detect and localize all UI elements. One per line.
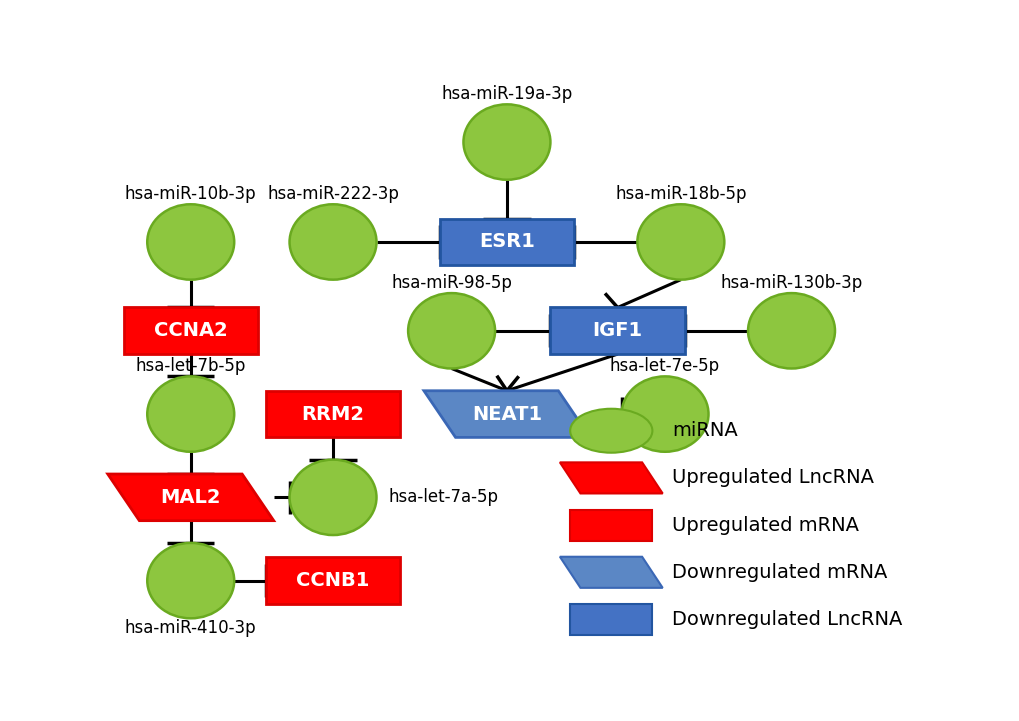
Text: Upregulated LncRNA: Upregulated LncRNA	[672, 469, 873, 487]
Text: hsa-miR-410-3p: hsa-miR-410-3p	[124, 619, 257, 637]
Text: CCNA2: CCNA2	[154, 322, 227, 340]
Polygon shape	[108, 474, 273, 521]
Polygon shape	[559, 462, 662, 493]
Text: hsa-miR-18b-5p: hsa-miR-18b-5p	[614, 185, 746, 203]
FancyBboxPatch shape	[439, 218, 574, 265]
Text: hsa-miR-19a-3p: hsa-miR-19a-3p	[441, 85, 572, 103]
Ellipse shape	[463, 105, 550, 180]
Text: NEAT1: NEAT1	[472, 404, 541, 423]
Text: hsa-let-7e-5p: hsa-let-7e-5p	[609, 357, 719, 375]
Polygon shape	[559, 557, 662, 588]
Ellipse shape	[289, 460, 376, 535]
Ellipse shape	[570, 409, 652, 453]
Polygon shape	[424, 391, 589, 438]
Text: hsa-let-7a-5p: hsa-let-7a-5p	[388, 488, 498, 506]
Text: ESR1: ESR1	[479, 232, 534, 252]
Text: CCNB1: CCNB1	[297, 571, 369, 590]
Ellipse shape	[147, 204, 234, 280]
Text: hsa-miR-130b-3p: hsa-miR-130b-3p	[719, 274, 862, 292]
Text: RRM2: RRM2	[302, 404, 364, 423]
FancyBboxPatch shape	[550, 307, 684, 354]
Ellipse shape	[147, 376, 234, 452]
Text: IGF1: IGF1	[592, 322, 642, 340]
Ellipse shape	[637, 204, 723, 280]
Text: hsa-miR-222-3p: hsa-miR-222-3p	[267, 185, 398, 203]
Text: Downregulated LncRNA: Downregulated LncRNA	[672, 610, 902, 629]
Text: miRNA: miRNA	[672, 421, 737, 441]
Ellipse shape	[147, 543, 234, 619]
Ellipse shape	[289, 204, 376, 280]
FancyBboxPatch shape	[570, 510, 652, 541]
FancyBboxPatch shape	[570, 604, 652, 635]
Text: MAL2: MAL2	[160, 488, 221, 507]
Text: Upregulated mRNA: Upregulated mRNA	[672, 516, 858, 534]
FancyBboxPatch shape	[266, 391, 399, 438]
Ellipse shape	[621, 376, 708, 452]
Ellipse shape	[747, 293, 835, 368]
Text: Downregulated mRNA: Downregulated mRNA	[672, 563, 887, 582]
Text: hsa-let-7b-5p: hsa-let-7b-5p	[136, 357, 246, 375]
FancyBboxPatch shape	[123, 307, 258, 354]
Text: hsa-miR-98-5p: hsa-miR-98-5p	[390, 274, 512, 292]
Ellipse shape	[408, 293, 494, 368]
Text: hsa-miR-10b-3p: hsa-miR-10b-3p	[124, 185, 257, 203]
FancyBboxPatch shape	[266, 557, 399, 604]
